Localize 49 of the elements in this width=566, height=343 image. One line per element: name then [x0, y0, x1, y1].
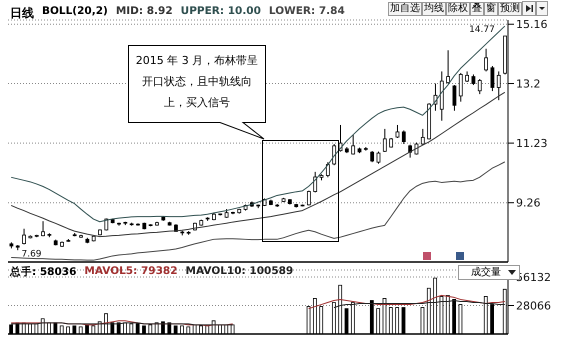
candlestick — [472, 74, 476, 86]
text: 除权 — [446, 2, 470, 16]
candlestick — [490, 65, 494, 92]
y-tick-label: 11.23 — [516, 137, 548, 150]
line-series — [10, 26, 506, 222]
text: 加自选 — [388, 2, 422, 16]
text: MID: 8.92 — [116, 5, 173, 19]
candlestick — [402, 130, 406, 145]
candlestick — [478, 78, 482, 95]
text: 总手: 58036 — [10, 265, 76, 279]
chart-title: 日线 — [10, 5, 34, 22]
text: 窗 — [484, 2, 498, 16]
text: 均线 — [422, 2, 446, 16]
candlestick — [446, 50, 450, 84]
candlestick — [382, 128, 387, 152]
line-series — [10, 92, 506, 238]
candlestick — [465, 70, 469, 83]
candlestick — [420, 128, 425, 146]
candlestick — [458, 72, 463, 102]
candlestick — [306, 190, 311, 206]
candlestick — [370, 150, 374, 163]
candlestick — [376, 151, 380, 164]
text: UPPER: 10.00 — [180, 5, 261, 19]
chart-subtitle: BOLL(20,2) — [42, 5, 108, 19]
text: MAVOL10: 100589 — [186, 265, 294, 279]
text: 叠 — [470, 2, 484, 16]
candlestick — [396, 124, 400, 138]
text: 预测 — [498, 2, 522, 16]
y-tick-label: 9.26 — [516, 196, 540, 210]
candlestick — [452, 84, 456, 112]
candlestick — [496, 70, 501, 101]
candlestick — [351, 134, 356, 156]
callout-box: 2015 年 3 月，布林带呈开口状态，且中轨线向上，买入信号 — [128, 45, 268, 140]
annotation: 成交量 — [471, 267, 501, 278]
y-tick-label: 13.2 — [516, 77, 540, 90]
candlestick — [41, 220, 45, 237]
annotation: 2015 年 3 月，布林带呈开口状态，且中轨线向上，买入信号 — [134, 53, 260, 111]
annotation: 7.69 — [21, 249, 42, 260]
y-tick-label: 15.16 — [516, 18, 548, 32]
line-series — [10, 161, 506, 261]
candlestick — [484, 48, 488, 72]
y-tick-label: 28066 — [516, 299, 551, 312]
text: LOWER: 7.84 — [268, 5, 345, 19]
annotation: 14.77 — [469, 25, 495, 36]
candlestick — [326, 162, 330, 178]
candlestick — [414, 142, 418, 156]
candlestick — [408, 144, 412, 158]
text: MAVOL5: 79382 — [84, 265, 178, 279]
candlestick — [22, 228, 26, 245]
